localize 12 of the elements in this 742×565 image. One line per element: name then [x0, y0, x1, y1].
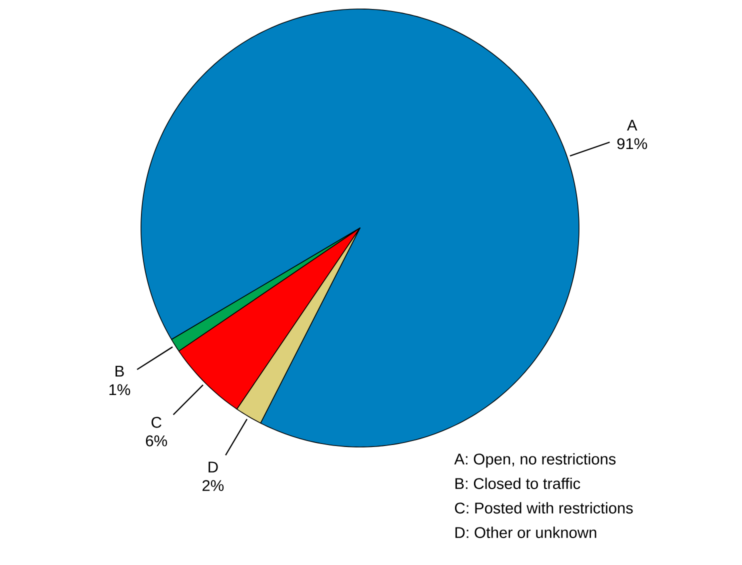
slice-label: B [116, 366, 124, 377]
data-label: 6% [146, 435, 168, 446]
text: A: Open, no restrictions [454, 453, 616, 468]
text: B: Closed to traffic [455, 478, 580, 490]
text: D: Other or unknown [455, 526, 596, 538]
data-label: 2% [202, 480, 224, 491]
slice-label: A [626, 120, 638, 131]
slice-label: C [152, 416, 162, 428]
data-label: 91% [617, 138, 648, 150]
data-label: 1% [109, 384, 130, 396]
text: C: Posted with restrictions [454, 502, 633, 514]
slice-label: D [208, 462, 218, 472]
